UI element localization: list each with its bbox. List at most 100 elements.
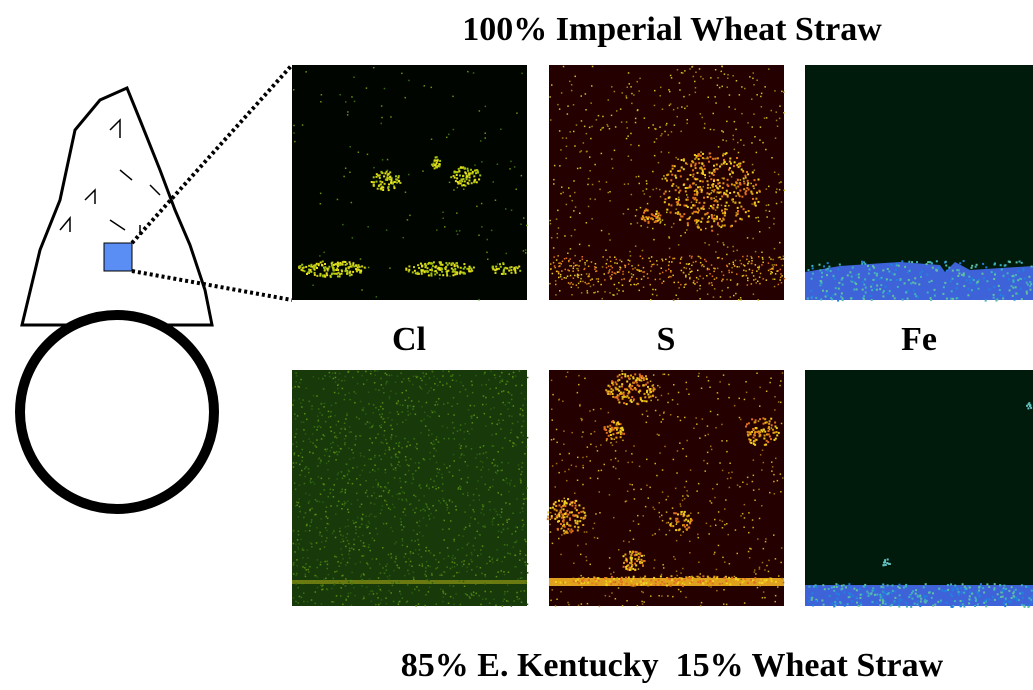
speckle xyxy=(497,164,499,166)
speckle xyxy=(331,447,333,449)
speckle xyxy=(569,195,571,197)
speckle xyxy=(741,263,743,265)
speckle xyxy=(685,284,687,286)
speckle xyxy=(348,267,350,269)
speckle xyxy=(442,529,444,531)
speckle xyxy=(326,588,328,590)
fe-map-2 xyxy=(805,370,1033,606)
speckle xyxy=(426,547,428,549)
speckle xyxy=(978,279,980,281)
speckle xyxy=(747,284,749,286)
speckle xyxy=(331,262,333,264)
speckle xyxy=(587,292,589,294)
speckle xyxy=(381,384,383,386)
speckle xyxy=(756,439,758,441)
speckle xyxy=(408,80,410,82)
speckle xyxy=(422,372,424,374)
speckle xyxy=(474,179,476,181)
speckle xyxy=(338,451,340,453)
speckle xyxy=(395,558,397,560)
speckle xyxy=(429,378,431,380)
speckle xyxy=(563,521,565,523)
speckle xyxy=(630,255,632,257)
speckle xyxy=(958,273,960,275)
speckle xyxy=(559,165,561,167)
speckle xyxy=(586,283,588,285)
speckle xyxy=(780,491,782,493)
speckle xyxy=(578,605,580,607)
speckle xyxy=(442,589,444,591)
cl-map-1 xyxy=(292,65,527,300)
speckle xyxy=(374,465,376,467)
speckle xyxy=(405,97,407,99)
speckle xyxy=(519,598,521,600)
speckle xyxy=(467,182,469,184)
speckle xyxy=(474,518,476,520)
speckle xyxy=(689,68,691,70)
speckle xyxy=(611,382,613,384)
speckle xyxy=(704,242,706,244)
speckle xyxy=(958,269,960,271)
speckle xyxy=(420,378,422,380)
speckle xyxy=(506,519,508,521)
speckle xyxy=(617,380,619,382)
speckle xyxy=(389,398,391,400)
speckle xyxy=(783,258,785,260)
speckle xyxy=(509,393,511,395)
speckle xyxy=(754,444,756,446)
speckle xyxy=(659,222,661,224)
speckle xyxy=(885,286,887,288)
speckle xyxy=(569,582,571,584)
speckle xyxy=(342,558,344,560)
speckle xyxy=(348,543,350,545)
speckle xyxy=(506,478,508,480)
speckle xyxy=(658,162,660,164)
speckle xyxy=(570,216,572,218)
speckle xyxy=(759,387,761,389)
speckle xyxy=(727,78,729,80)
speckle xyxy=(314,581,316,583)
speckle xyxy=(381,123,383,125)
speckle xyxy=(668,152,670,154)
speckle xyxy=(640,581,642,583)
speckle xyxy=(766,579,768,581)
speckle xyxy=(318,425,320,427)
speckle xyxy=(330,489,332,491)
speckle xyxy=(702,418,704,420)
speckle xyxy=(467,168,469,170)
speckle xyxy=(559,290,561,292)
speckle xyxy=(320,101,322,103)
speckle xyxy=(412,384,414,386)
speckle xyxy=(502,380,504,382)
speckle xyxy=(443,539,445,541)
speckle xyxy=(560,582,562,584)
speckle xyxy=(404,492,406,494)
speckle xyxy=(880,284,882,286)
speckle xyxy=(897,286,899,288)
speckle xyxy=(382,187,384,189)
speckle xyxy=(460,604,462,606)
speckle xyxy=(698,153,700,155)
speckle xyxy=(372,425,374,427)
speckle xyxy=(703,165,705,167)
speckle xyxy=(724,73,726,75)
speckle xyxy=(436,604,438,606)
speckle xyxy=(483,453,485,455)
speckle xyxy=(679,262,681,264)
speckle xyxy=(458,535,460,537)
speckle xyxy=(305,576,307,578)
speckle xyxy=(547,516,549,518)
speckle xyxy=(370,502,372,504)
speckle xyxy=(696,277,698,279)
speckle xyxy=(349,261,351,263)
speckle xyxy=(345,526,347,528)
speckle xyxy=(558,399,560,401)
speckle xyxy=(715,251,717,253)
speckle xyxy=(765,210,767,212)
speckle xyxy=(352,377,354,379)
speckle xyxy=(743,182,745,184)
speckle xyxy=(643,212,645,214)
speckle xyxy=(447,402,449,404)
speckle xyxy=(888,271,890,273)
speckle xyxy=(467,495,469,497)
